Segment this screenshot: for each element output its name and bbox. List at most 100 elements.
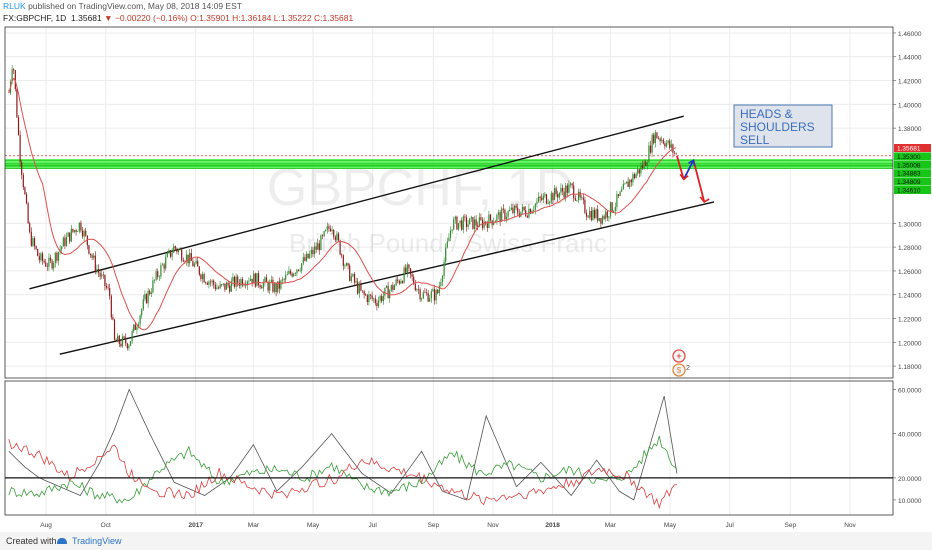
candle-body — [608, 216, 610, 218]
candle-body — [432, 289, 434, 292]
candle-body — [256, 273, 258, 287]
candle-body — [117, 335, 119, 342]
channel-upper-line[interactable] — [29, 115, 684, 290]
candle-body — [446, 241, 448, 248]
candle-body — [32, 238, 34, 246]
candle-body — [299, 270, 301, 272]
candle-body — [526, 215, 528, 218]
candle-body — [283, 279, 285, 281]
trend-channel — [29, 115, 715, 355]
candle-body — [369, 294, 372, 296]
candle-body — [619, 191, 621, 196]
candle-body — [616, 194, 618, 207]
candle-body — [582, 197, 584, 200]
candle-body — [49, 257, 52, 261]
candle-body — [633, 174, 636, 179]
candle-body — [331, 229, 333, 232]
candle-body — [62, 237, 64, 247]
main-pane-border — [4, 26, 894, 379]
candle-body — [161, 264, 164, 266]
candle-body — [254, 273, 256, 287]
candle-body — [433, 289, 436, 301]
candle-body — [614, 206, 616, 212]
candle-body — [429, 298, 431, 302]
candle-body — [97, 268, 100, 273]
candle-body — [640, 165, 642, 174]
candle-body — [406, 264, 408, 273]
heads-shoulders-box[interactable]: HEADS & SHOULDERS SELL — [733, 104, 833, 148]
candle-body — [182, 260, 184, 262]
candle-body — [253, 273, 255, 284]
candle-body — [275, 283, 277, 293]
candle-body — [152, 280, 154, 293]
candle-body — [507, 210, 509, 217]
candle-body — [457, 223, 460, 230]
candle-body — [73, 230, 76, 232]
candle-body — [160, 265, 162, 277]
candle-body — [144, 294, 146, 300]
candle-body — [646, 162, 648, 166]
time-tick-label: Sep — [785, 522, 797, 529]
candle-body — [337, 233, 340, 241]
candle-body — [273, 283, 276, 292]
candle-body — [277, 281, 279, 293]
add-event-icon[interactable] — [672, 349, 686, 363]
candle-body — [342, 255, 344, 266]
candle-body — [246, 281, 248, 286]
candle-body — [320, 235, 322, 251]
candle-body — [344, 265, 346, 267]
candle-body — [37, 249, 39, 257]
candle-body — [217, 287, 220, 289]
candle-body — [278, 281, 280, 289]
indicator-series-line — [8, 438, 677, 510]
price-tick-label: 1.28000 — [898, 245, 922, 252]
candle-body — [501, 208, 503, 222]
candle-body — [281, 279, 284, 281]
candle-body — [61, 246, 63, 250]
event-badges[interactable]: + $ 2 — [672, 349, 690, 377]
candle-body — [249, 278, 252, 281]
candle-body — [248, 280, 250, 282]
candle-body — [118, 335, 120, 344]
price-tick-label: 1.38000 — [898, 126, 922, 133]
indicator-series-line — [8, 435, 678, 504]
candle-body — [48, 257, 50, 267]
author-name[interactable]: RLUK — [3, 1, 26, 11]
candle-body — [625, 181, 628, 184]
time-tick-label: Jul — [726, 522, 735, 529]
indicator-tick-label: 40.0000 — [898, 432, 922, 439]
candle-body — [632, 174, 634, 183]
candle-body — [366, 295, 368, 303]
candle-body — [601, 216, 604, 224]
candle-body — [17, 117, 20, 135]
dividend-icon[interactable] — [672, 363, 686, 377]
candle-body — [374, 298, 376, 304]
candle-body — [168, 250, 170, 254]
candle-body — [568, 184, 570, 193]
price-tick-label: 1.26000 — [898, 269, 922, 276]
candle-body — [512, 207, 514, 214]
candle-body — [478, 217, 480, 227]
candle-body — [472, 217, 474, 229]
tradingview-brand-link[interactable]: TradingView — [72, 536, 122, 546]
candle-body — [145, 294, 148, 304]
candle-body — [96, 268, 98, 272]
candle-body — [158, 276, 160, 278]
candle-body — [214, 284, 216, 290]
candle-body — [600, 218, 602, 224]
candle-body — [286, 274, 288, 276]
candle-body — [181, 249, 183, 261]
projection-up — [682, 159, 695, 180]
candle-body — [288, 270, 290, 275]
candle-body — [213, 280, 215, 285]
candle-body — [349, 265, 351, 282]
candle-body — [65, 236, 68, 246]
candle-body — [537, 196, 540, 202]
candle-body — [30, 231, 32, 246]
candle-body — [547, 203, 549, 204]
candle-body — [41, 253, 44, 261]
channel-lower-line[interactable] — [59, 201, 715, 355]
chart-canvas[interactable]: GBPCHF, 1D British Pound / Swiss Franc 1… — [0, 0, 932, 532]
candle-body — [425, 292, 428, 294]
indicator-pane-border — [4, 380, 894, 516]
